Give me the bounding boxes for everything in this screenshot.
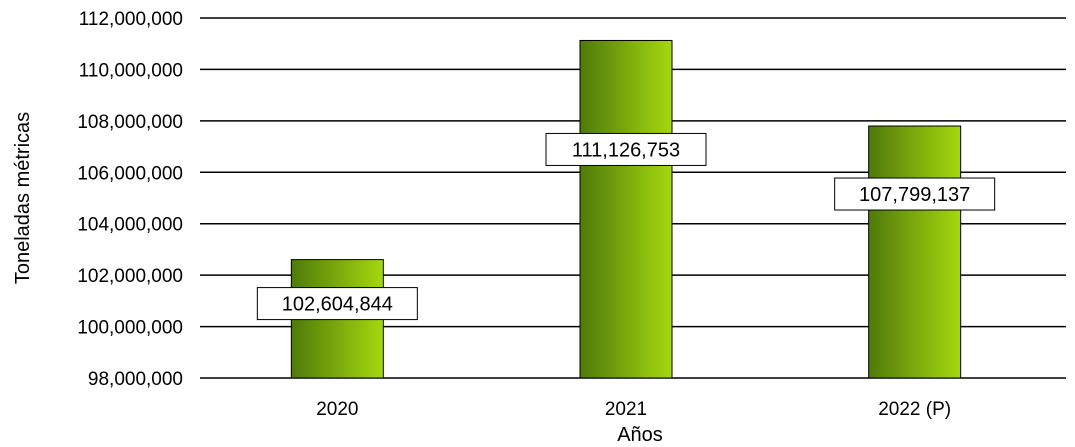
y-axis-title: Toneladas métricas: [12, 112, 34, 284]
x-tick-label: 2021: [605, 399, 647, 420]
y-tick-label: 108,000,000: [77, 112, 183, 133]
x-tick-label: 2022 (P): [878, 399, 951, 420]
data-labels: 102,604,844 111,126,753 107,799,137: [256, 132, 996, 321]
data-label: 102,604,844: [282, 294, 393, 316]
y-axis-tick-labels: 98,000,000 100,000,000 102,000,000 104,000,…: [77, 9, 183, 390]
bar: [579, 39, 673, 379]
data-label-box: [545, 132, 707, 166]
y-tick-label: 110,000,000: [79, 60, 183, 81]
data-label-box: [256, 287, 418, 321]
x-axis-tick-labels: 2020 2021 2022 (P): [316, 399, 951, 420]
y-tick-label: 102,000,000: [77, 266, 183, 287]
y-tick-label: 98,000,000: [88, 369, 183, 390]
y-tick-label: 106,000,000: [77, 163, 183, 184]
x-tick-label: 2020: [316, 399, 358, 420]
bar: [868, 125, 962, 379]
y-tick-label: 112,000,000: [79, 9, 183, 30]
bars: [290, 39, 962, 379]
y-tick-label: 100,000,000: [77, 318, 183, 339]
data-label: 107,799,137: [859, 184, 970, 206]
y-tick-label: 104,000,000: [77, 215, 183, 236]
data-label-box: [834, 177, 996, 211]
x-axis-title: Años: [617, 424, 663, 446]
data-label: 111,126,753: [572, 139, 680, 161]
